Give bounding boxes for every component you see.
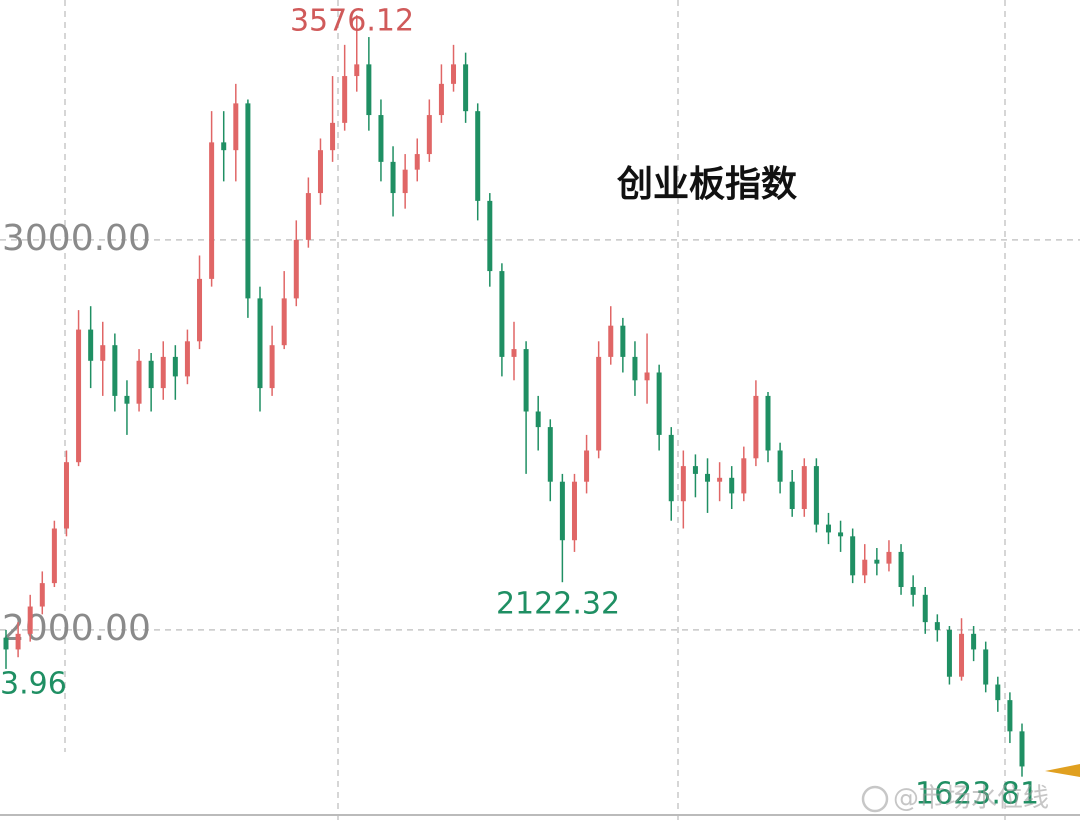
candle-body [317, 150, 323, 194]
candle-body [995, 684, 1001, 701]
candle-body [850, 536, 856, 576]
candle-body [838, 532, 844, 537]
candle-body [148, 360, 154, 389]
y-tick-label: 2000.00 [2, 608, 151, 649]
candle-body [184, 341, 190, 377]
annotation: 3576.12 [290, 4, 414, 39]
candle-body [3, 637, 9, 650]
candle-body [487, 200, 493, 272]
candle-body [293, 239, 299, 299]
candle-body [777, 450, 783, 482]
annotation: 3.96 [0, 667, 67, 702]
candle-body [39, 583, 45, 607]
candle-body [426, 115, 432, 155]
candle-body [269, 345, 275, 389]
candle-body [862, 559, 868, 576]
candle-body [233, 103, 239, 151]
candle-body [753, 395, 759, 459]
candle-body [27, 606, 33, 634]
candle-body [499, 271, 505, 357]
candle-body [88, 329, 94, 361]
candle-body [910, 587, 916, 595]
watermark-group: @市场水位线 [861, 784, 1049, 814]
candle-body [571, 481, 577, 541]
candle-body [172, 356, 178, 377]
candle-body [124, 395, 130, 404]
candle-body [342, 76, 348, 123]
candle-body [983, 649, 989, 685]
candle-body [1007, 700, 1013, 732]
candle-body [535, 411, 541, 428]
candle-body [789, 481, 795, 510]
candle-body [366, 64, 372, 116]
candle-body [765, 395, 771, 451]
candle-body [668, 434, 674, 502]
candle-body [741, 458, 747, 494]
watermark-logo [861, 785, 889, 813]
candle-body [523, 349, 529, 412]
candle-body [813, 466, 819, 525]
candle-body [825, 524, 831, 533]
candle-body [559, 481, 565, 541]
candle-body [644, 372, 650, 381]
candle-body [620, 325, 626, 357]
candle-body [245, 103, 251, 299]
candle-body [390, 161, 396, 194]
candle-body [76, 329, 82, 463]
candle-body [378, 115, 384, 162]
candle-body [934, 622, 940, 630]
candle-body [632, 356, 638, 381]
candle-body [898, 551, 904, 588]
candle-body [354, 64, 360, 77]
candle-body [946, 629, 952, 677]
candle-body [209, 142, 215, 279]
y-tick-label: 3000.00 [2, 218, 151, 259]
watermark: @市场水位线 [893, 784, 1049, 814]
candle-body [281, 298, 287, 346]
candle-body [463, 64, 469, 112]
candle-body [438, 83, 444, 116]
candle-body [136, 360, 142, 404]
candle-body [112, 345, 118, 396]
chart-title: 创业板指数 [617, 164, 797, 205]
candle-body [692, 466, 698, 474]
candle-body [801, 466, 807, 510]
candle-body [717, 477, 723, 482]
annotation: 2122.32 [496, 587, 620, 622]
candle-body [608, 325, 614, 357]
candle-body [959, 633, 965, 677]
candle-body [402, 169, 408, 194]
candle-body [475, 111, 481, 201]
price-marker [1045, 764, 1080, 777]
candle-body [596, 356, 602, 451]
candle-body [15, 633, 21, 650]
candle-body [729, 477, 735, 494]
candle-body [257, 298, 263, 389]
candle-body [705, 473, 711, 482]
candle-body [100, 345, 106, 361]
annotation: 1623.81 [915, 777, 1039, 812]
candle-body [451, 64, 457, 84]
candle-body [160, 356, 166, 389]
candle-body [414, 154, 420, 170]
candle-body [511, 349, 517, 357]
candle-body [305, 193, 311, 240]
candle-body [197, 278, 203, 342]
candle-body [1019, 731, 1025, 767]
candle-body [680, 466, 686, 502]
candle-body [874, 559, 880, 564]
candle-body [63, 462, 69, 529]
candle-body [584, 450, 590, 482]
candle-body [971, 633, 977, 650]
candle-body [330, 122, 336, 151]
candle-body [221, 142, 227, 151]
candle-body [922, 594, 928, 623]
candle-body [547, 427, 553, 482]
candle-body [656, 372, 662, 435]
candle-body [886, 551, 892, 564]
candle-body [51, 528, 57, 584]
